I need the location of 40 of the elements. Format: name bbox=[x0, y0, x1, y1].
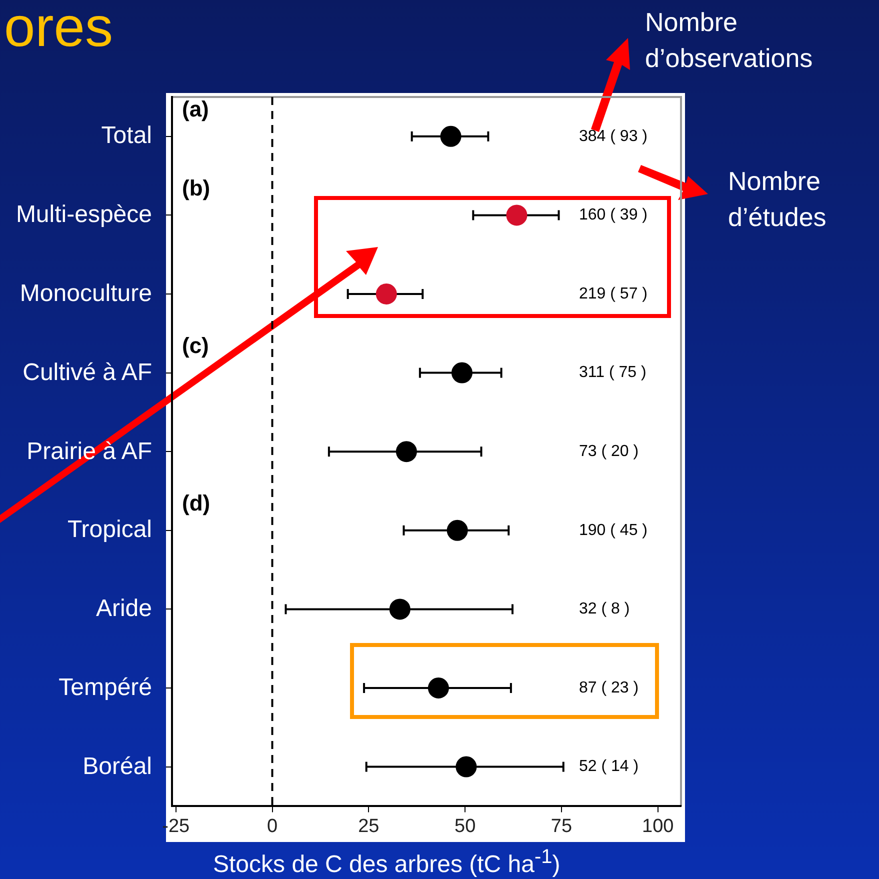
point bbox=[451, 362, 472, 384]
x-tick-label: 100 bbox=[642, 816, 674, 837]
x-axis-title: Stocks de C des arbres (tC ha$^{-1}$) bbox=[213, 846, 560, 879]
y-tick-label: Tropical bbox=[68, 515, 152, 546]
x-tick-label: 50 bbox=[454, 816, 476, 837]
annotation: 219 ( 57 ) bbox=[579, 285, 648, 302]
point bbox=[440, 126, 462, 147]
y-tick-label: Monoculture bbox=[20, 279, 152, 309]
x-tick-label: 75 bbox=[550, 816, 572, 837]
y-tick-label: Tempéré bbox=[58, 673, 152, 703]
annotation: 32 ( 8 ) bbox=[579, 600, 630, 618]
y-tick-label: Prairie à AF bbox=[26, 436, 152, 467]
point bbox=[376, 284, 397, 304]
annotation: 73 ( 20 ) bbox=[579, 443, 639, 460]
y-tick-label: Cultivé à AF bbox=[22, 358, 152, 388]
chart-title: ores bbox=[4, 0, 113, 59]
annotation: 87 ( 23 ) bbox=[579, 679, 639, 696]
annotation: 160 ( 39 ) bbox=[579, 206, 648, 224]
annotation: (d) bbox=[182, 490, 210, 516]
annotation: (b) bbox=[182, 175, 210, 200]
x-tick-label: 0 bbox=[266, 816, 278, 837]
text: Nombre d’observations bbox=[645, 6, 813, 75]
text: Nombre d’études bbox=[728, 165, 828, 234]
point bbox=[396, 441, 417, 462]
annotation: 384 ( 93 ) bbox=[579, 128, 648, 145]
annotation: 52 ( 14 ) bbox=[579, 758, 639, 776]
point bbox=[506, 204, 528, 226]
y-tick-label: Boréal bbox=[82, 752, 152, 782]
point bbox=[428, 678, 449, 698]
point bbox=[389, 598, 410, 620]
y-tick-label: Total bbox=[101, 121, 152, 152]
point bbox=[456, 756, 477, 778]
annotation: (c) bbox=[182, 332, 209, 358]
y-tick-label: Multi-espèce bbox=[16, 200, 152, 230]
annotation: 190 ( 45 ) bbox=[579, 522, 648, 539]
annotation: (a) bbox=[182, 96, 209, 122]
x-tick-label: 25 bbox=[358, 816, 380, 837]
annotation: 311 ( 75 ) bbox=[579, 364, 646, 382]
point bbox=[446, 520, 468, 541]
y-tick-label: Aride bbox=[96, 594, 152, 624]
